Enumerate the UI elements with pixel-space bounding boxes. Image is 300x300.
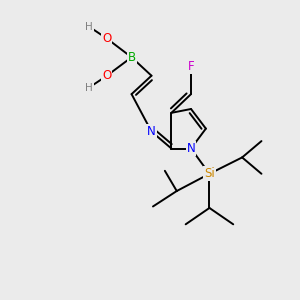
Text: N: N bbox=[147, 125, 156, 138]
Text: O: O bbox=[102, 32, 112, 45]
Text: O: O bbox=[102, 69, 112, 82]
Text: H: H bbox=[85, 82, 93, 93]
Text: Si: Si bbox=[204, 167, 215, 180]
Text: H: H bbox=[85, 22, 93, 32]
Text: F: F bbox=[188, 60, 194, 73]
Text: B: B bbox=[128, 51, 136, 64]
Text: N: N bbox=[187, 142, 195, 155]
